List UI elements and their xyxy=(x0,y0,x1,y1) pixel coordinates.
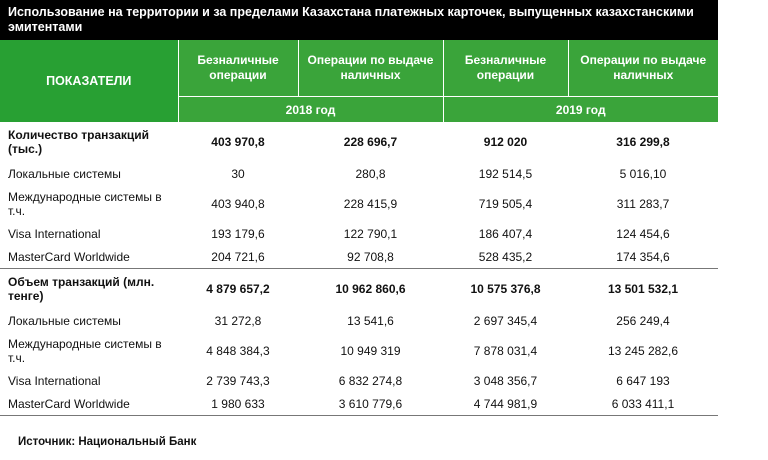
table-cell: 719 505,4 xyxy=(478,196,533,211)
table-cell: 13 501 532,1 xyxy=(568,268,718,309)
row-label: Количество транзакций (тыс.) xyxy=(8,128,150,156)
table-cell: 92 708,8 xyxy=(347,249,394,264)
year-header-2018: 2018 год xyxy=(177,96,443,122)
table-cell: 528 435,2 xyxy=(478,249,533,264)
table-row: Локальные системы 30 280,8 192 514,5 5 0… xyxy=(0,162,718,185)
source-note: Источник: Национальный Банк xyxy=(18,436,197,448)
table-cell: 6 033 411,1 xyxy=(568,392,718,416)
table-cell: 122 790,1 xyxy=(343,226,398,241)
table-cell: 912 020 xyxy=(483,135,528,149)
table-cell: 4 879 657,2 xyxy=(178,268,298,309)
table-row: Объем транзакций (млн. тенге) 4 879 657,… xyxy=(0,268,718,309)
column-header-cashless-2019: Безналичные операции xyxy=(442,40,568,97)
table-cell: 10 949 319 xyxy=(340,343,401,358)
row-label: Локальные системы xyxy=(8,313,121,328)
table-cell: 174 354,6 xyxy=(616,249,670,264)
table-cell: 4 744 981,9 xyxy=(443,392,568,416)
row-label: Объем транзакций (млн. тенге) xyxy=(0,268,178,309)
table-cell: 316 299,8 xyxy=(616,135,670,149)
table-cell: 3 048 356,7 xyxy=(473,373,538,388)
table-cell: 228 415,9 xyxy=(343,196,398,211)
table-cell: 31 272,8 xyxy=(214,313,262,328)
table-cell: 192 514,5 xyxy=(478,166,533,181)
table-row: Количество транзакций (тыс.) 403 970,8 2… xyxy=(0,122,718,162)
year-header-2019: 2019 год xyxy=(442,96,718,122)
row-label: MasterCard Worldwide xyxy=(8,249,130,264)
table-cell: 403 970,8 xyxy=(211,135,265,149)
table-cell: 30 xyxy=(231,166,245,181)
row-label: Visa International xyxy=(8,226,101,241)
table-cell: 6 832 274,8 xyxy=(338,373,403,388)
table-cell: 10 575 376,8 xyxy=(443,268,568,309)
payment-cards-table: ПОКАЗАТЕЛИ Безналичные операции Операции… xyxy=(0,40,718,416)
table-cell: 280,8 xyxy=(355,166,386,181)
row-label: Visa International xyxy=(8,373,101,388)
table-cell: 403 940,8 xyxy=(211,196,265,211)
column-header-cash-2018: Операции по выдаче наличных xyxy=(297,40,443,97)
table-cell: 7 878 031,4 xyxy=(473,343,538,358)
table-cell: 6 647 193 xyxy=(616,373,670,388)
table-cell: 13 541,6 xyxy=(347,313,394,328)
table-cell: 3 610 779,6 xyxy=(298,392,443,416)
table-cell: 10 962 860,6 xyxy=(298,268,443,309)
table-cell: 204 721,6 xyxy=(211,249,265,264)
table-cell: 311 283,7 xyxy=(616,196,670,211)
table-title: Использование на территории и за предела… xyxy=(0,0,718,40)
table-cell: 124 454,6 xyxy=(616,226,670,241)
column-header-cashless-2018: Безналичные операции xyxy=(177,40,298,97)
row-label: Локальные системы xyxy=(8,166,121,181)
row-label: Международные системы в т.ч. xyxy=(8,189,162,218)
table-row: Международные системы в т.ч. 403 940,8 2… xyxy=(0,185,718,222)
table-cell: 2 739 743,3 xyxy=(206,373,270,388)
table-cell: 256 249,4 xyxy=(616,313,670,328)
table-cell: 13 245 282,6 xyxy=(607,343,679,358)
table-cell: 5 016,10 xyxy=(619,166,667,181)
row-label: MasterCard Worldwide xyxy=(0,392,178,416)
table-cell: 228 696,7 xyxy=(343,135,398,149)
table-row: MasterCard Worldwide 204 721,6 92 708,8 … xyxy=(0,245,718,269)
table-cell: 1 980 633 xyxy=(178,392,298,416)
table-row: Международные системы в т.ч. 4 848 384,3… xyxy=(0,332,718,369)
table-row: MasterCard Worldwide 1 980 633 3 610 779… xyxy=(0,392,718,416)
row-label: Международные системы в т.ч. xyxy=(8,336,162,365)
indicator-header: ПОКАЗАТЕЛИ xyxy=(0,40,178,122)
table-row: Visa International 193 179,6 122 790,1 1… xyxy=(0,222,718,245)
table-cell: 193 179,6 xyxy=(211,226,265,241)
table-cell: 4 848 384,3 xyxy=(206,343,270,358)
table-cell: 186 407,4 xyxy=(478,226,533,241)
table-row: Visa International 2 739 743,3 6 832 274… xyxy=(0,369,718,392)
table-row: Локальные системы 31 272,8 13 541,6 2 69… xyxy=(0,309,718,332)
column-header-cash-2019: Операции по выдаче наличных xyxy=(567,40,718,97)
table-cell: 2 697 345,4 xyxy=(473,313,538,328)
